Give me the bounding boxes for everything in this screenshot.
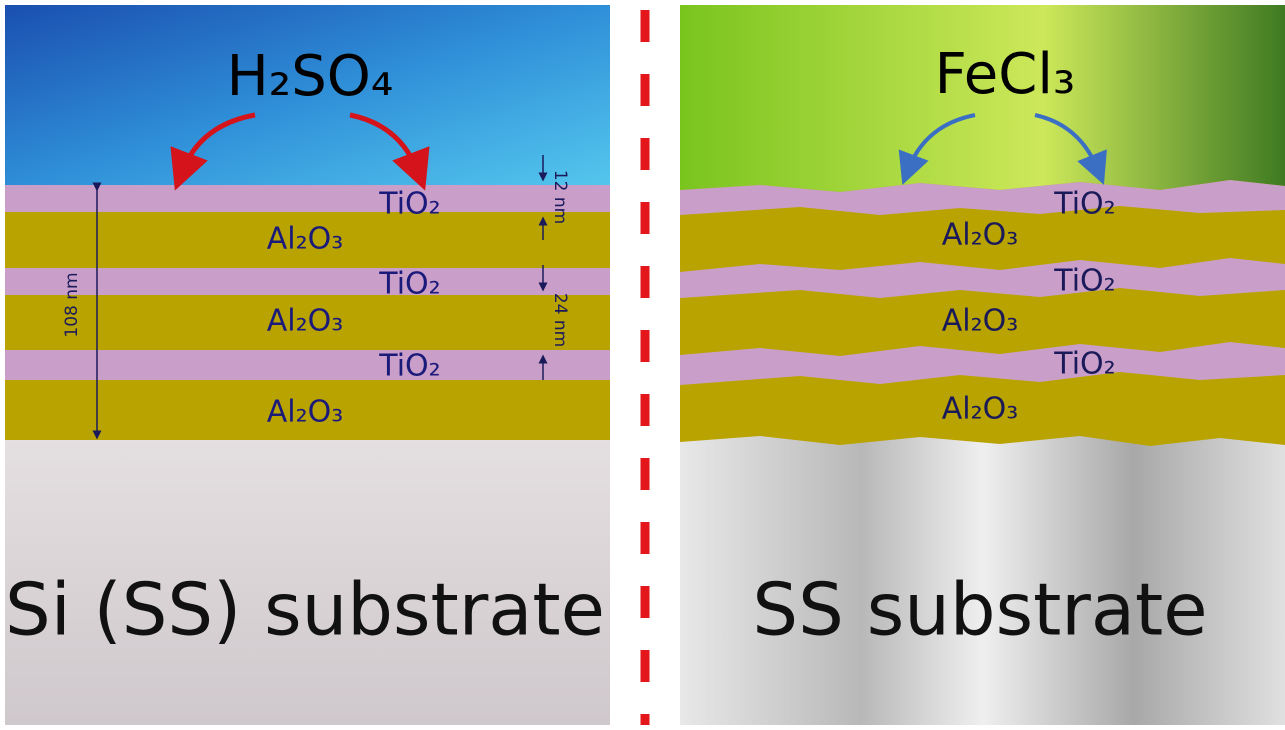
layer xyxy=(680,258,1285,298)
layer xyxy=(5,212,610,268)
layer xyxy=(5,185,610,212)
solution-bg xyxy=(680,5,1285,195)
layer-label: Al₂O₃ xyxy=(942,218,1019,253)
layer xyxy=(5,295,610,350)
layer-label: TiO₂ xyxy=(1053,347,1115,382)
layer-label: TiO₂ xyxy=(378,187,440,222)
substrate-label: SS substrate xyxy=(752,568,1207,652)
layer xyxy=(680,342,1285,385)
reagent: H₂SO₄ xyxy=(227,44,394,109)
arrow xyxy=(1034,113,1107,185)
arrow xyxy=(898,113,976,185)
arrow xyxy=(170,112,256,191)
solution-bg xyxy=(5,5,610,190)
layer-label: TiO₂ xyxy=(1053,187,1115,222)
layer-label: Al₂O₃ xyxy=(267,395,344,430)
layer-label: Al₂O₃ xyxy=(267,222,344,257)
substrate-bg xyxy=(5,440,610,725)
dimension-label: 108 nm xyxy=(62,272,82,337)
dimension-label: 12 nm xyxy=(550,170,570,224)
arrow xyxy=(349,112,430,191)
reagent: FeCl₃ xyxy=(935,42,1076,107)
layer xyxy=(5,350,610,380)
layer xyxy=(680,180,1285,215)
substrate-label: Si (SS) substrate xyxy=(5,568,605,652)
layer-label: Al₂O₃ xyxy=(942,392,1019,427)
left-panel: H₂SO₄ TiO₂ Al₂O₃ TiO₂ Al₂O₃ TiO₂ Al₂O₃ 1… xyxy=(5,5,610,725)
substrate-bg xyxy=(680,425,1285,725)
layer-label: Al₂O₃ xyxy=(942,304,1019,339)
layer xyxy=(680,180,1285,446)
layer xyxy=(5,380,610,440)
layer xyxy=(5,268,610,295)
layer-label: TiO₂ xyxy=(1053,264,1115,299)
layer-label: TiO₂ xyxy=(378,349,440,384)
layer-label: Al₂O₃ xyxy=(267,304,344,339)
right-panel: FeCl₃ TiO₂ Al₂O₃ TiO₂ Al₂O₃ TiO₂ Al₂O₃ S… xyxy=(680,5,1285,725)
layer-label: TiO₂ xyxy=(378,267,440,302)
dimension-label: 24 nm xyxy=(550,293,570,347)
